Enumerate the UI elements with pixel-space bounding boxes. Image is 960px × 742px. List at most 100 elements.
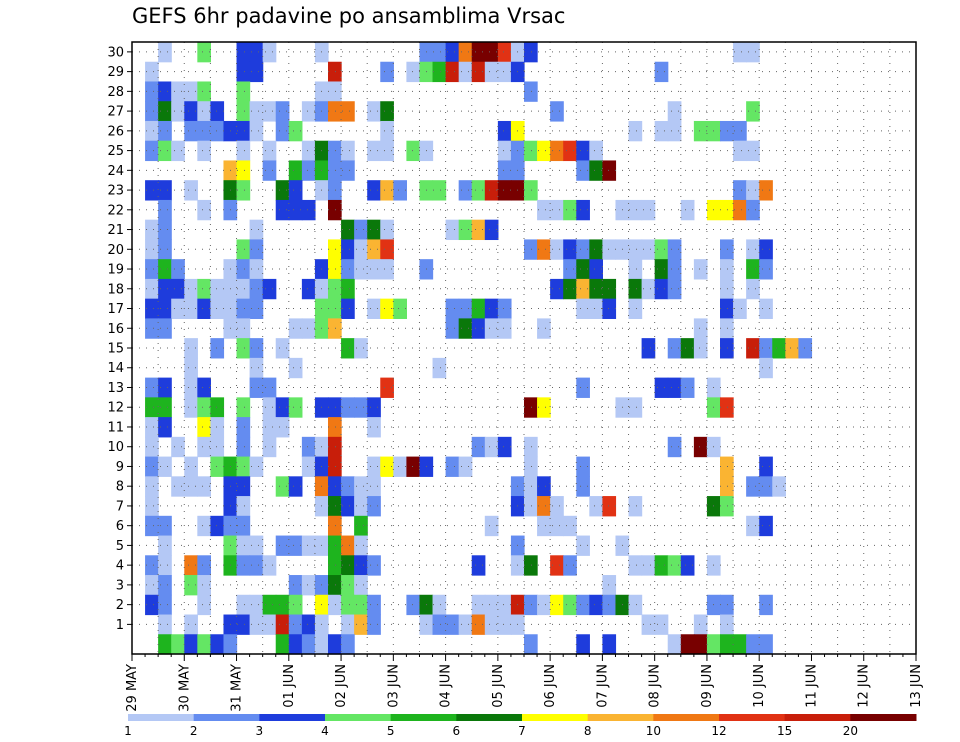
heatmap-cell xyxy=(432,42,447,63)
heatmap-cell xyxy=(667,634,682,655)
heatmap-cell xyxy=(759,456,773,477)
heatmap-cell xyxy=(484,318,499,339)
heatmap-cell xyxy=(328,318,342,339)
heatmap-cell xyxy=(497,42,512,63)
heatmap-cell xyxy=(746,199,760,221)
heatmap-cell xyxy=(733,298,747,319)
heatmap-cell xyxy=(158,456,172,477)
heatmap-cell xyxy=(158,140,172,162)
heatmap-cell xyxy=(341,614,355,635)
heatmap-cell xyxy=(524,555,538,576)
heatmap-cell xyxy=(471,555,486,576)
heatmap-cell xyxy=(288,535,303,556)
heatmap-cell xyxy=(693,338,708,359)
heatmap-cell xyxy=(406,594,421,616)
heatmap-cell xyxy=(720,120,734,142)
heatmap-cell xyxy=(733,180,747,201)
heatmap-cell xyxy=(759,298,773,319)
heatmap-cell xyxy=(328,476,342,497)
heatmap-cell xyxy=(184,357,198,379)
heatmap-cell xyxy=(275,180,290,201)
heatmap-cell xyxy=(720,456,734,477)
colorbar-label: 3 xyxy=(256,724,264,738)
heatmap-cell xyxy=(328,278,342,300)
heatmap-cell xyxy=(341,259,355,280)
colorbar-swatch xyxy=(719,714,786,721)
heatmap-cell xyxy=(720,278,734,300)
heatmap-cell xyxy=(667,101,682,122)
heatmap-cell xyxy=(602,160,617,181)
heatmap-cell xyxy=(236,42,251,63)
heatmap-cell xyxy=(537,199,551,221)
heatmap-cell xyxy=(693,120,708,142)
heatmap-cell xyxy=(158,239,172,260)
heatmap-cell xyxy=(249,357,264,379)
heatmap-cell xyxy=(497,180,512,201)
heatmap-cell xyxy=(471,594,486,616)
heatmap-cell xyxy=(484,515,499,537)
heatmap-cell xyxy=(328,594,342,616)
heatmap-cell xyxy=(341,278,355,300)
heatmap-cell xyxy=(458,61,473,83)
heatmap-cell xyxy=(262,140,277,162)
heatmap-cell xyxy=(667,555,682,576)
heatmap-cell xyxy=(341,634,355,655)
heatmap-cell xyxy=(746,239,760,260)
heatmap-cell xyxy=(550,278,564,300)
y-tick-label: 12 xyxy=(107,401,124,416)
y-tick-label: 17 xyxy=(107,302,124,317)
heatmap-cell xyxy=(158,535,172,556)
heatmap-cell xyxy=(354,594,368,616)
heatmap-cell xyxy=(628,555,643,576)
heatmap-cell xyxy=(667,120,682,142)
heatmap-cell xyxy=(158,120,172,142)
grid-lines xyxy=(132,42,916,654)
heatmap-cell xyxy=(328,555,342,576)
heatmap-cell xyxy=(393,456,407,477)
y-tick-label: 29 xyxy=(107,65,124,80)
heatmap-cell xyxy=(563,515,577,537)
heatmap-cell xyxy=(249,594,264,616)
heatmap-cell xyxy=(184,377,198,398)
heatmap-cell xyxy=(158,555,172,576)
heatmap-cell xyxy=(158,575,172,596)
heatmap-cell xyxy=(184,476,198,497)
heatmap-cell xyxy=(301,614,316,635)
heatmap-cell xyxy=(445,456,460,477)
heatmap-cell xyxy=(471,180,486,201)
heatmap-cell xyxy=(759,515,773,537)
heatmap-cell xyxy=(341,496,355,517)
heatmap-cell xyxy=(197,120,211,142)
heatmap-cell xyxy=(576,456,590,477)
heatmap-cell xyxy=(380,239,394,260)
heatmap-cell xyxy=(145,496,159,517)
heatmap-cell xyxy=(628,120,643,142)
heatmap-cell xyxy=(458,180,473,201)
x-tick-label: 02 JUN xyxy=(334,664,349,708)
heatmap-cell xyxy=(563,239,577,260)
heatmap-cell xyxy=(720,298,734,319)
heatmap-cell xyxy=(680,377,695,398)
heatmap-cell xyxy=(275,397,290,418)
heatmap-cell xyxy=(184,278,198,300)
y-tick-label: 16 xyxy=(107,322,124,337)
heatmap-cell xyxy=(249,239,264,260)
heatmap-cell xyxy=(288,476,303,497)
heatmap-cell xyxy=(288,357,303,379)
heatmap-cell xyxy=(602,278,617,300)
y-tick-label: 8 xyxy=(116,480,124,495)
x-tick-label: 30 MAY xyxy=(177,664,192,712)
heatmap-cell xyxy=(341,555,355,576)
heatmap-cell xyxy=(262,436,277,458)
heatmap-cell xyxy=(354,397,368,418)
heatmap-cell xyxy=(654,614,669,635)
heatmap-cell xyxy=(236,476,251,497)
heatmap-cell xyxy=(759,180,773,201)
heatmap-cell xyxy=(667,259,682,280)
heatmap-cell xyxy=(301,140,316,162)
heatmap-cell xyxy=(628,259,643,280)
colorbar-swatch xyxy=(193,714,260,721)
heatmap-cell xyxy=(145,120,159,142)
heatmap-cell xyxy=(550,239,564,260)
heatmap-cell xyxy=(275,417,290,438)
